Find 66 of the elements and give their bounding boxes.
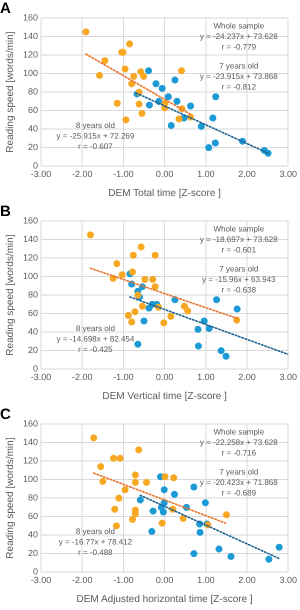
y-tick-label: 40	[28, 124, 38, 134]
y-tick-label: 160	[22, 215, 38, 226]
x-tick-label: 3.00	[279, 372, 298, 382]
y-tick-label: 120	[22, 456, 38, 466]
y-tick-label: 100	[22, 474, 38, 484]
y-tick-label: 40	[28, 326, 38, 337]
y-tick-label: 20	[28, 345, 38, 356]
chart-title: C	[0, 406, 11, 424]
x-tick-label: -2.00	[72, 575, 92, 586]
y-tick-label: 0	[33, 566, 38, 577]
y-tick-label: 80	[28, 86, 38, 97]
y-tick-label: 120	[22, 252, 38, 263]
y-axis-title: Reading speed [words/min]	[4, 234, 16, 356]
y-tick-label: 0	[33, 160, 38, 171]
y-tick-label: 140	[22, 234, 38, 244]
x-tick-label: -3.00	[30, 575, 52, 586]
y-tick-label: 80	[28, 492, 38, 503]
y-tick-label: 20	[28, 142, 38, 152]
x-tick-label: 1.00	[197, 575, 215, 586]
x-tick-label: -1.00	[113, 372, 134, 382]
x-axis-title: DEM Total time [Z-score ]	[108, 188, 222, 199]
x-tick-label: 3.00	[279, 575, 298, 586]
y-tick-label: 20	[28, 548, 38, 558]
x-tick-label: -3.00	[30, 169, 52, 180]
y-tick-label: 40	[28, 530, 38, 540]
x-axis-title: DEM Vertical time [Z-score ]	[102, 390, 228, 402]
x-tick-label: -2.00	[72, 169, 92, 180]
x-tick-label: 0.00	[156, 575, 174, 586]
y-tick-label: 160	[22, 12, 38, 22]
x-tick-label: -1.00	[113, 169, 134, 180]
annotation: 8 years old y = -25.915x + 72.269 r = -0.607	[56, 120, 135, 151]
x-tick-label: -1.00	[113, 575, 134, 586]
y-tick-label: 140	[22, 437, 38, 448]
annotation: 7 years old y = -20.423x + 71.868 r = -0.689	[200, 468, 278, 498]
annotation: Whole sample y = -18.697x + 73.628 r = -0.601	[200, 224, 278, 255]
y-tick-label: 100	[22, 68, 38, 78]
y-tick-label: 80	[28, 290, 38, 300]
chart-title: A	[0, 0, 11, 18]
x-tick-label: -3.00	[30, 372, 52, 382]
x-tick-label: 2.00	[238, 169, 256, 180]
y-tick-label: 60	[28, 511, 38, 522]
annotation: 8 years old y = -14.698x + 82.454 r = -0.425	[56, 324, 135, 354]
annotation: Whole sample y = -22.258x + 73.628 r = -0.716	[200, 428, 278, 458]
x-tick-label: 2.00	[238, 575, 256, 586]
x-tick-label: 1.00	[197, 372, 215, 382]
y-tick-label: 60	[28, 308, 38, 318]
y-tick-label: 160	[22, 418, 38, 428]
x-axis-title: DEM Adjusted horizontal time [Z-score ]	[76, 594, 253, 605]
annotation: 8 years old y = -16.77x + 78.412 r = -0.488	[58, 526, 133, 557]
chart-title: B	[0, 203, 11, 220]
y-tick-label: 60	[28, 105, 38, 116]
x-tick-label: 0.00	[156, 372, 174, 382]
x-tick-label: -2.00	[72, 372, 92, 382]
y-axis-title: Reading speed [words/min]	[4, 31, 16, 153]
y-tick-label: 120	[22, 50, 38, 60]
y-axis-title: Reading speed [words/min]	[4, 437, 16, 559]
x-tick-label: 0.00	[156, 169, 174, 180]
y-tick-label: 140	[22, 31, 38, 42]
x-tick-label: 2.00	[238, 372, 256, 382]
y-tick-label: 0	[33, 364, 38, 374]
x-tick-label: 3.00	[279, 169, 298, 180]
annotation: Whole sample y = -24.237x + 73.628 r = -0.779	[200, 22, 278, 52]
x-tick-label: 1.00	[197, 169, 215, 180]
y-tick-label: 100	[22, 271, 38, 282]
annotation: 7 years old y = -15.96x + 63.943 r = -0.638	[202, 264, 276, 295]
annotation: 7 years old y = -23.915x + 73.868 r = -0.812	[200, 62, 278, 92]
